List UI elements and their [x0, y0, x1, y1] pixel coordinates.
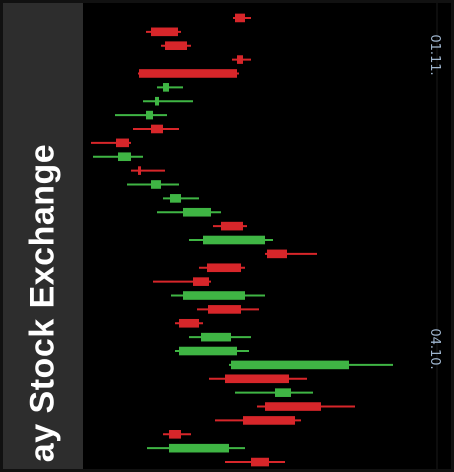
candle: [235, 388, 313, 397]
candle-body: [116, 138, 129, 148]
candle: [115, 110, 167, 120]
candle: [189, 332, 251, 342]
candle: [93, 152, 143, 162]
candle: [153, 277, 211, 286]
candle: [197, 305, 259, 314]
candle-body: [265, 402, 321, 411]
candle-body: [267, 249, 287, 259]
candle-body: [170, 194, 181, 203]
candle-body: [203, 235, 265, 245]
candle: [131, 166, 165, 175]
candle-body: [138, 166, 141, 175]
candlestick-chart: 01.11. 04.10.: [91, 3, 442, 469]
date-label-top: 01.11.: [427, 34, 442, 75]
candle: [199, 263, 245, 273]
candle-body: [139, 69, 237, 78]
candle: [143, 96, 193, 106]
candle: [209, 374, 307, 384]
candle-body: [155, 96, 159, 106]
candle: [225, 457, 285, 467]
candle-body: [146, 110, 153, 120]
candle-body: [243, 416, 295, 425]
candle: [157, 83, 183, 92]
candle-body: [151, 124, 163, 134]
candle-body: [275, 388, 291, 397]
candle: [163, 430, 191, 439]
candle-body: [179, 318, 199, 328]
candle-body: [208, 305, 241, 314]
candle: [161, 41, 191, 50]
candle-body: [193, 277, 209, 286]
candle-body: [183, 291, 245, 300]
candle-body: [235, 13, 245, 23]
candle: [233, 13, 251, 23]
candle: [175, 346, 249, 356]
candle-body: [151, 27, 178, 37]
candles-group: [91, 13, 393, 467]
candle-body: [251, 457, 269, 467]
candle-body: [165, 41, 187, 50]
candle-body: [151, 180, 161, 189]
candle: [265, 249, 317, 259]
candle-body: [169, 443, 229, 453]
candle: [146, 27, 181, 37]
candle-body: [118, 152, 131, 162]
title-band: ay Stock Exchange: [3, 3, 83, 469]
candle: [257, 402, 355, 411]
candle-body: [225, 374, 289, 384]
candle: [232, 55, 251, 64]
candle-body: [163, 83, 169, 92]
candle: [213, 221, 247, 231]
candle: [171, 291, 265, 300]
candle: [175, 318, 203, 328]
candle: [133, 124, 179, 134]
candle-body: [231, 360, 349, 370]
candle-body: [179, 346, 237, 356]
date-label-bottom: 04.10.: [427, 328, 442, 369]
candle-body: [169, 430, 181, 439]
candle: [229, 360, 393, 370]
candle: [147, 443, 245, 453]
candle-body: [207, 263, 241, 273]
candle: [127, 180, 179, 189]
candle-body: [221, 221, 243, 231]
candle-body: [201, 332, 231, 342]
candle: [215, 416, 301, 425]
candle: [163, 194, 199, 203]
candle-body: [183, 207, 211, 217]
candle: [91, 138, 131, 148]
candle: [189, 235, 273, 245]
candle: [138, 69, 239, 78]
candle-body: [237, 55, 243, 64]
candle: [157, 207, 221, 217]
